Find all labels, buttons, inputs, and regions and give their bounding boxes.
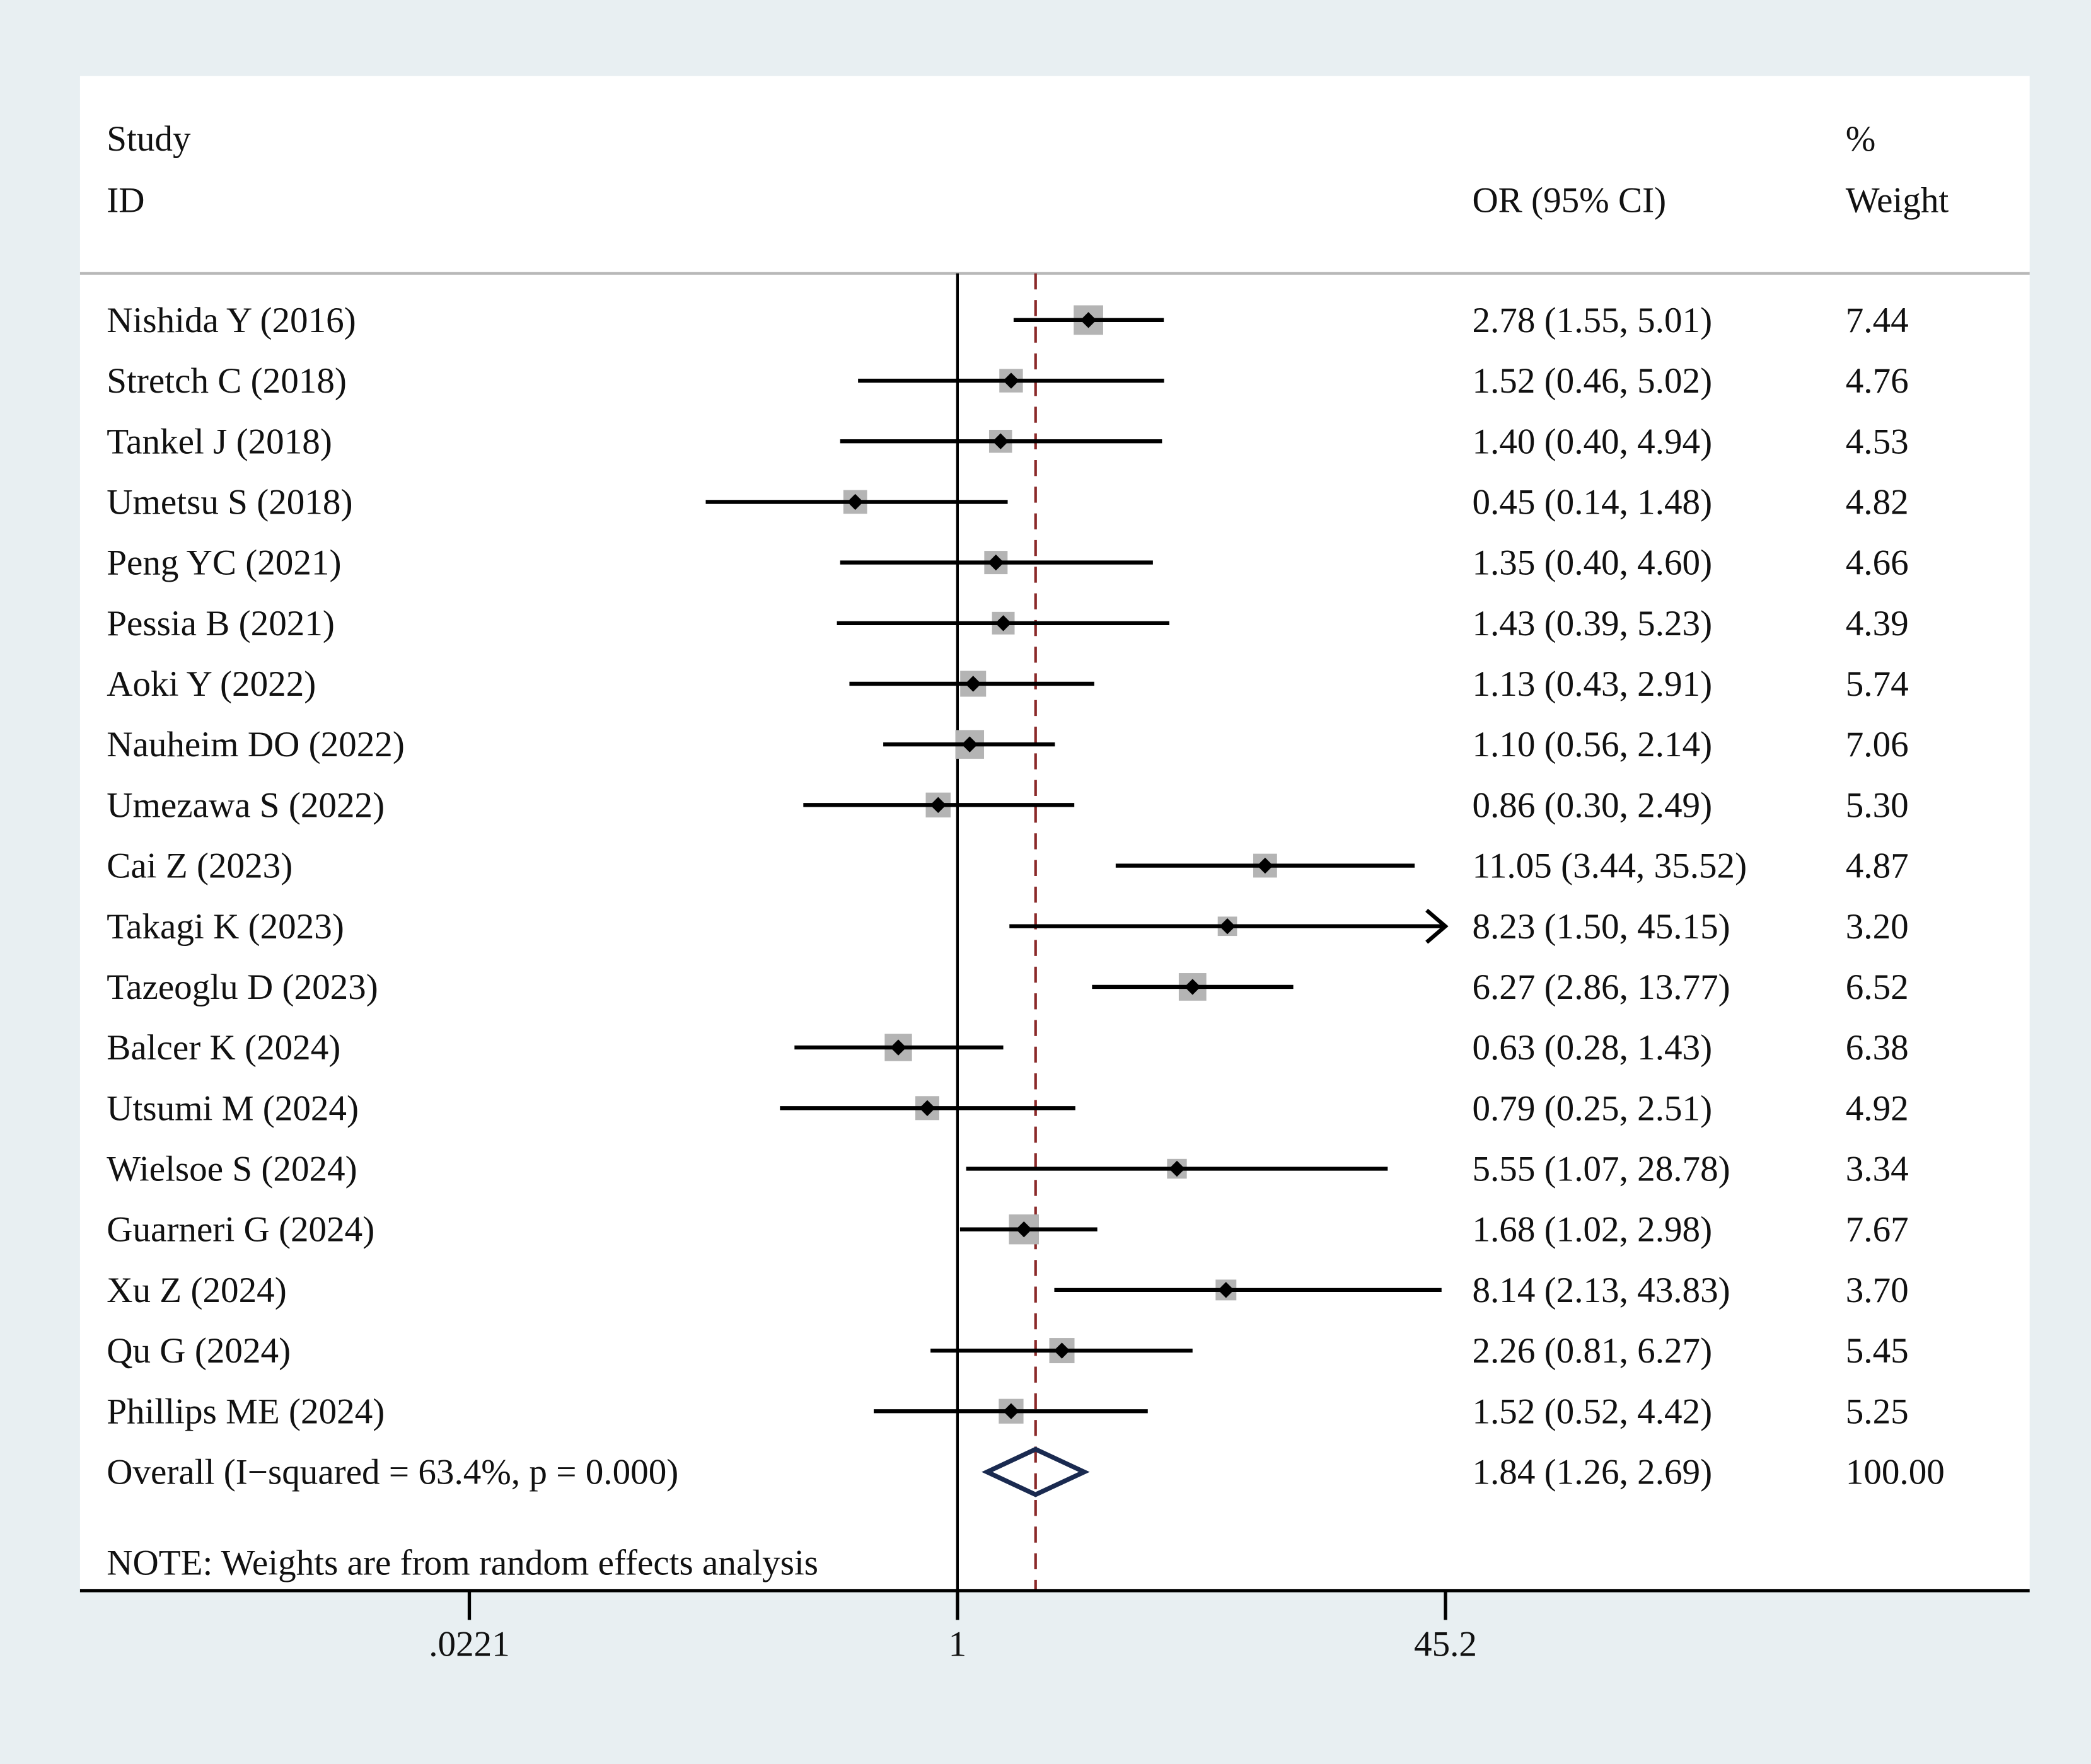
effect-text: 11.05 (3.44, 35.52) xyxy=(1472,846,1747,886)
study-label: Umetsu S (2018) xyxy=(107,482,352,522)
weight-text: 3.70 xyxy=(1846,1271,1909,1310)
effect-text: 0.45 (0.14, 1.48) xyxy=(1472,482,1712,522)
effect-text: 2.78 (1.55, 5.01) xyxy=(1472,301,1712,340)
study-label: Guarneri G (2024) xyxy=(107,1210,374,1250)
study-label: Nauheim DO (2022) xyxy=(107,725,405,764)
point-estimate xyxy=(965,676,982,692)
weight-text: 7.06 xyxy=(1846,725,1909,764)
point-estimate xyxy=(1219,918,1236,935)
point-estimate xyxy=(847,493,864,510)
weight-text: 5.25 xyxy=(1846,1392,1909,1431)
study-label: Wielsoe S (2024) xyxy=(107,1150,357,1189)
point-estimate xyxy=(890,1039,906,1056)
overall-weight-text: 100.00 xyxy=(1846,1453,1945,1492)
weight-text: 4.39 xyxy=(1846,604,1909,643)
weight-text: 3.20 xyxy=(1846,907,1909,947)
overall-label: Overall (I−squared = 63.4%, p = 0.000) xyxy=(107,1453,678,1492)
weight-text: 4.53 xyxy=(1846,422,1909,461)
weight-text: 7.67 xyxy=(1846,1210,1909,1250)
header-study: Study xyxy=(107,119,191,159)
x-tick-label: .0221 xyxy=(429,1625,510,1664)
study-label: Cai Z (2023) xyxy=(107,846,293,886)
weight-text: 5.45 xyxy=(1846,1331,1909,1371)
overall-diamond xyxy=(982,1446,1090,1497)
point-estimate xyxy=(1185,979,1201,995)
point-estimate xyxy=(992,433,1009,449)
point-estimate xyxy=(995,615,1012,631)
point-estimate xyxy=(961,736,978,752)
header-weight: Weight xyxy=(1846,180,1949,220)
point-estimate xyxy=(1053,1342,1070,1359)
header-id: ID xyxy=(107,180,144,220)
point-estimate xyxy=(919,1100,935,1116)
note: NOTE: Weights are from random effects an… xyxy=(107,1543,818,1582)
weight-text: 5.30 xyxy=(1846,785,1909,825)
point-estimate xyxy=(988,554,1004,571)
effect-text: 6.27 (2.86, 13.77) xyxy=(1472,967,1730,1007)
study-label: Aoki Y (2022) xyxy=(107,664,316,704)
effect-text: 1.10 (0.56, 2.14) xyxy=(1472,725,1712,764)
effect-text: 1.43 (0.39, 5.23) xyxy=(1472,604,1712,643)
weight-text: 4.76 xyxy=(1846,361,1909,401)
effect-text: 8.23 (1.50, 45.15) xyxy=(1472,907,1730,947)
weight-text: 4.87 xyxy=(1846,846,1909,886)
study-label: Utsumi M (2024) xyxy=(107,1088,359,1128)
effect-text: 1.40 (0.40, 4.94) xyxy=(1472,422,1712,461)
effect-text: 0.79 (0.25, 2.51) xyxy=(1472,1088,1712,1128)
study-label: Stretch C (2018) xyxy=(107,361,347,401)
point-estimate xyxy=(1169,1160,1185,1177)
point-estimate xyxy=(1080,312,1097,328)
header-effect: OR (95% CI) xyxy=(1472,180,1666,220)
study-label: Qu G (2024) xyxy=(107,1331,291,1371)
weight-text: 6.38 xyxy=(1846,1028,1909,1068)
effect-text: 2.26 (0.81, 6.27) xyxy=(1472,1331,1712,1371)
weight-text: 4.66 xyxy=(1846,543,1909,583)
x-tick-label: 1 xyxy=(949,1625,967,1664)
weight-text: 4.82 xyxy=(1846,482,1909,522)
weight-text: 4.92 xyxy=(1846,1088,1909,1128)
study-label: Nishida Y (2016) xyxy=(107,301,356,340)
study-label: Tazeoglu D (2023) xyxy=(107,967,378,1007)
point-estimate xyxy=(1003,372,1019,389)
study-label: Pessia B (2021) xyxy=(107,604,335,643)
effect-text: 8.14 (2.13, 43.83) xyxy=(1472,1271,1730,1310)
effect-text: 1.68 (1.02, 2.98) xyxy=(1472,1210,1712,1250)
point-estimate xyxy=(930,797,946,814)
plot-panel xyxy=(79,76,2030,1591)
weight-text: 6.52 xyxy=(1846,967,1909,1007)
effect-text: 0.86 (0.30, 2.49) xyxy=(1472,785,1712,825)
weight-text: 3.34 xyxy=(1846,1150,1909,1189)
study-label: Tankel J (2018) xyxy=(107,422,332,461)
study-label: Balcer K (2024) xyxy=(107,1028,340,1068)
point-estimate xyxy=(1016,1221,1032,1238)
study-label: Umezawa S (2022) xyxy=(107,785,385,825)
effect-text: 5.55 (1.07, 28.78) xyxy=(1472,1150,1730,1189)
ci-truncation-arrow xyxy=(1425,908,1449,944)
effect-text: 1.52 (0.52, 4.42) xyxy=(1472,1392,1712,1431)
x-tick-label: 45.2 xyxy=(1414,1625,1477,1664)
study-label: Phillips ME (2024) xyxy=(107,1392,385,1431)
effect-text: 1.52 (0.46, 5.02) xyxy=(1472,361,1712,401)
study-label: Xu Z (2024) xyxy=(107,1271,287,1310)
weight-text: 5.74 xyxy=(1846,664,1909,704)
effect-text: 1.35 (0.40, 4.60) xyxy=(1472,543,1712,583)
weight-text: 7.44 xyxy=(1846,301,1909,340)
header-pct: % xyxy=(1846,119,1876,159)
point-estimate xyxy=(1257,857,1273,874)
effect-text: 1.13 (0.43, 2.91) xyxy=(1472,664,1712,704)
study-label: Takagi K (2023) xyxy=(107,907,344,947)
study-label: Peng YC (2021) xyxy=(107,543,341,583)
effect-text: 0.63 (0.28, 1.43) xyxy=(1472,1028,1712,1068)
overall-effect-text: 1.84 (1.26, 2.69) xyxy=(1472,1453,1712,1492)
